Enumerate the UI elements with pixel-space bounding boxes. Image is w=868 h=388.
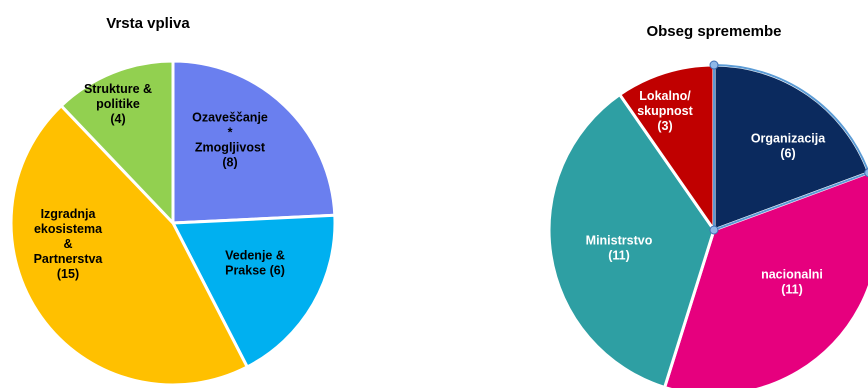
pie-obseg-spremembe: Organizacija (6)nacionalni (11)Ministrstvo… — [549, 61, 868, 388]
chart-title-vrsta-vpliva: Vrsta vpliva — [106, 15, 190, 32]
slice-label-vedenje: Vedenje & Prakse (6) — [225, 249, 285, 278]
chart-title-obseg-spremembe: Obseg spremembe — [646, 23, 781, 40]
selection-handle[interactable] — [710, 61, 718, 69]
selection-handle[interactable] — [710, 226, 718, 234]
pie-vrsta-vpliva: Ozaveščanje * Zmogljivost (8)Vedenje & Praks… — [11, 61, 335, 385]
